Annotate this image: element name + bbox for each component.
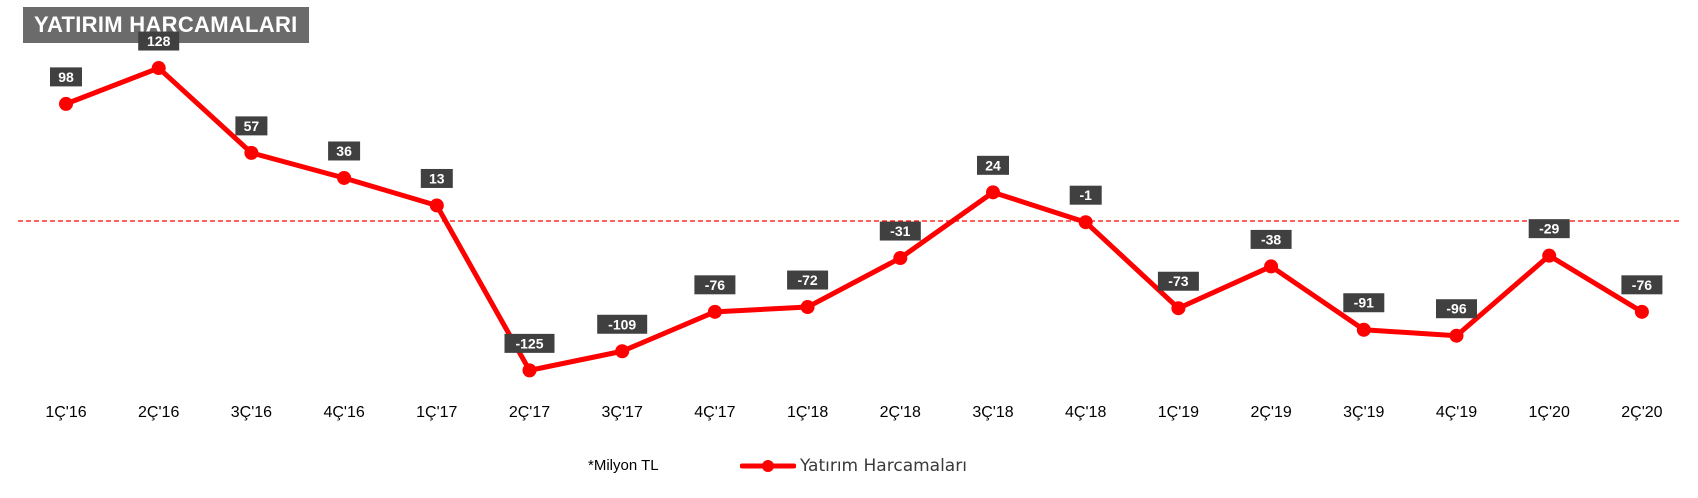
legend-line-marker: [740, 454, 796, 478]
data-label-text: 36: [336, 143, 352, 159]
chart-title: YATIRIM HARCAMALARI: [23, 7, 309, 43]
data-label-text: -76: [705, 277, 725, 293]
data-label: 24: [977, 155, 1009, 175]
data-label: -125: [504, 333, 555, 353]
data-label-text: -96: [1446, 301, 1466, 317]
data-label-text: -29: [1539, 221, 1559, 237]
x-tick-label: 1Ç'19: [1158, 404, 1199, 421]
data-label-box: [1528, 219, 1570, 239]
x-tick-label: 4Ç'18: [1065, 404, 1106, 421]
data-label: -72: [787, 270, 829, 290]
data-label-box: [879, 221, 921, 241]
data-label-text: -31: [890, 223, 910, 239]
data-label-box: [504, 333, 555, 353]
data-point: [1634, 304, 1649, 319]
data-point: [893, 251, 908, 266]
data-label: -1: [1069, 185, 1102, 205]
x-tick-label: 2Ç'18: [880, 404, 921, 421]
data-label: 36: [328, 141, 361, 161]
data-point: [522, 363, 537, 378]
x-tick-label: 3Ç'18: [972, 404, 1013, 421]
data-point: [1264, 259, 1279, 274]
data-label: -91: [1343, 293, 1385, 313]
x-tick-label: 1Ç'20: [1529, 404, 1570, 421]
data-label-box: [977, 155, 1009, 175]
line-chart: 98 128 57 36 13 -125 -109 -76 -72 -31 24 -1 -73 -38 -9…: [18, 31, 1680, 421]
data-label: -76: [694, 275, 736, 295]
data-label-text: -38: [1261, 231, 1281, 247]
data-label-box: [138, 31, 180, 51]
data-point: [1356, 322, 1371, 337]
data-label-box: [787, 270, 829, 290]
data-label-box: [420, 168, 453, 188]
x-tick-label: 4Ç'17: [694, 404, 735, 421]
data-point: [337, 170, 352, 185]
x-tick-label: 3Ç'16: [231, 404, 272, 421]
x-tick-label: 1Ç'16: [45, 404, 86, 421]
legend: Yatırım Harcamaları: [740, 454, 967, 478]
data-label: -73: [1157, 271, 1199, 291]
data-point: [1542, 248, 1557, 263]
series-layer: 98 128 57 36 13 -125 -109 -76 -72 -31 24 -1 -73 -38 -9…: [50, 31, 1663, 378]
data-point: [1449, 328, 1464, 343]
data-label-text: 57: [244, 118, 260, 134]
data-label-box: [694, 275, 736, 295]
data-label-box: [235, 116, 268, 136]
data-label-text: -1: [1079, 187, 1092, 203]
data-label-box: [1436, 299, 1477, 319]
data-label: 57: [235, 116, 268, 136]
data-point: [1171, 301, 1186, 316]
data-label-text: -109: [608, 316, 636, 332]
x-axis-labels: 1Ç'16 2Ç'16 3Ç'16 4Ç'16 1Ç'17 2Ç'17 3Ç'17 4Ç'17…: [45, 404, 1662, 421]
data-label-box: [328, 141, 361, 161]
unit-note: *Milyon TL: [588, 457, 659, 474]
data-point: [707, 304, 722, 319]
data-label-box: [1157, 271, 1199, 291]
data-label-text: 98: [58, 69, 74, 85]
legend-label: Yatırım Harcamaları: [800, 456, 967, 476]
data-point: [429, 198, 444, 213]
data-label: -29: [1528, 219, 1570, 239]
x-tick-label: 2Ç'17: [509, 404, 550, 421]
data-point: [244, 145, 259, 160]
data-label-text: -125: [515, 335, 543, 351]
data-label: -96: [1436, 299, 1477, 319]
data-point: [615, 344, 630, 359]
data-label: -109: [597, 314, 648, 334]
data-label-text: -91: [1354, 295, 1374, 311]
x-tick-label: 2Ç'19: [1250, 404, 1291, 421]
data-label: 13: [420, 168, 453, 188]
data-point: [1078, 215, 1093, 230]
data-point: [986, 185, 1000, 200]
data-label-text: 13: [429, 170, 445, 186]
data-label-text: 128: [147, 33, 171, 49]
data-label-box: [1069, 185, 1102, 205]
data-label-box: [1621, 275, 1663, 295]
x-tick-label: 2Ç'20: [1621, 404, 1662, 421]
data-label-text: -76: [1632, 277, 1652, 293]
x-tick-label: 4Ç'19: [1436, 404, 1477, 421]
x-tick-label: 1Ç'18: [787, 404, 828, 421]
x-tick-label: 3Ç'17: [602, 404, 643, 421]
x-tick-label: 4Ç'16: [323, 404, 364, 421]
x-tick-label: 1Ç'17: [416, 404, 457, 421]
data-point: [151, 61, 166, 76]
data-label-text: -72: [797, 272, 817, 288]
data-label-box: [1250, 229, 1292, 249]
data-point: [59, 96, 73, 111]
data-label: 98: [50, 67, 82, 87]
data-label-text: 24: [985, 157, 1001, 173]
data-label: -38: [1250, 229, 1292, 249]
data-label-box: [1343, 293, 1385, 313]
x-tick-label: 3Ç'19: [1343, 404, 1384, 421]
x-tick-label: 2Ç'16: [138, 404, 179, 421]
data-label: -76: [1621, 275, 1663, 295]
data-point: [800, 300, 815, 315]
data-label: 128: [138, 31, 180, 51]
data-label-text: -73: [1168, 273, 1188, 289]
data-label-box: [597, 314, 648, 334]
data-label-box: [50, 67, 82, 87]
data-label: -31: [879, 221, 921, 241]
series-line: [65, 65, 1644, 373]
